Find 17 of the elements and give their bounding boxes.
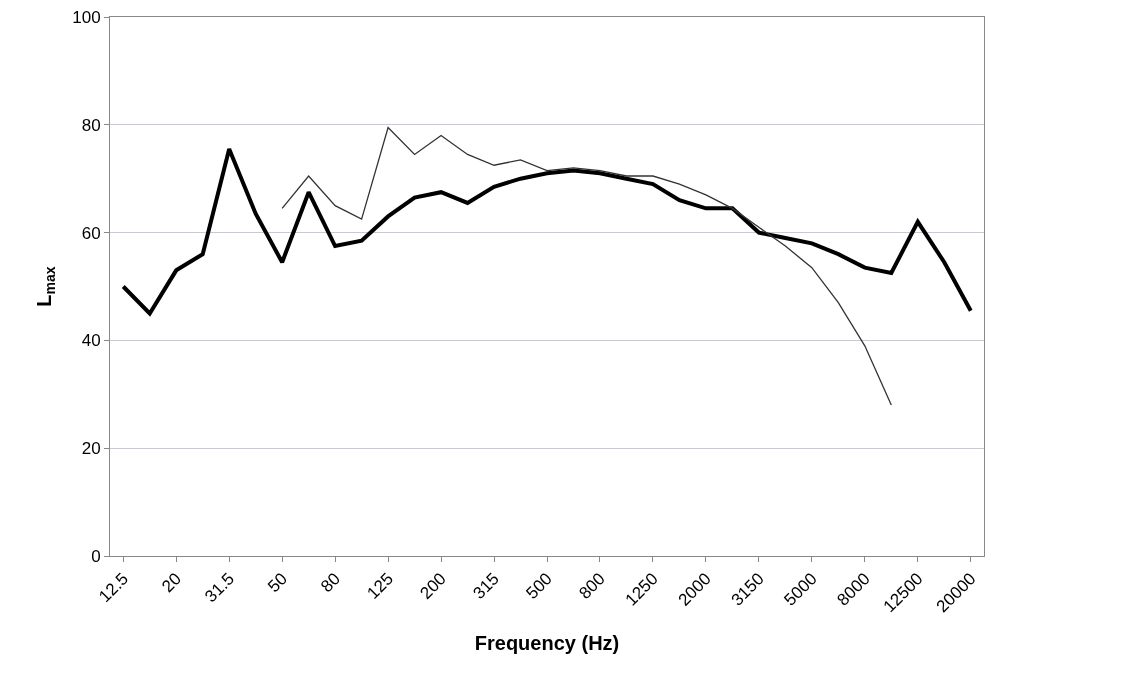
- x-axis-title: Frequency (Hz): [474, 631, 620, 654]
- x-tick-label: 50: [264, 569, 291, 597]
- x-tick-label: 800: [575, 569, 609, 603]
- y-tick-label: 80: [81, 115, 101, 135]
- x-tick-label: 500: [522, 569, 556, 603]
- x-tick-label: 200: [416, 569, 450, 603]
- y-tick-label: 100: [72, 7, 101, 27]
- x-tick-label: 125: [363, 569, 397, 603]
- x-tick-label: 80: [317, 569, 344, 597]
- y-tick-label: 20: [81, 439, 101, 459]
- y-tick-label: 60: [81, 223, 101, 243]
- y-tick-label: 0: [91, 546, 101, 566]
- x-tick-label: 20: [158, 569, 186, 597]
- x-tick-label: 315: [469, 569, 503, 603]
- y-tick-label: 40: [81, 331, 101, 351]
- line-series: [121, 147, 973, 316]
- line-series: [281, 126, 892, 406]
